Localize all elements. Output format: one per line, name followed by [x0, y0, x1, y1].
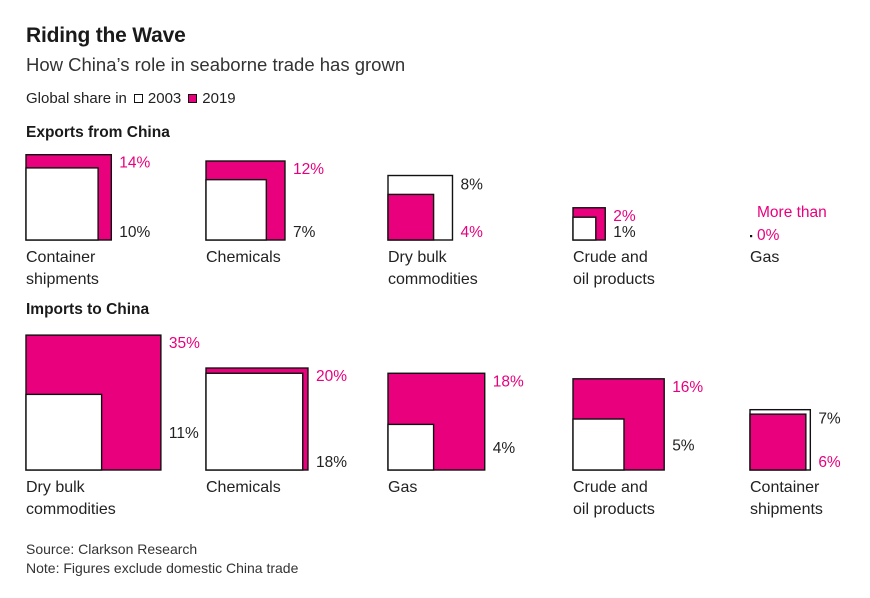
section-title-imports: Imports to China: [26, 301, 150, 318]
category-label-imports-dry-bulk-commodities-line-1: commodities: [26, 501, 116, 518]
legend-label-2019: 2019: [202, 90, 236, 107]
legend: Global share in 2003 2019: [26, 90, 236, 107]
square-exports-container-shipments-2003: [25, 167, 99, 241]
category-label-exports-dry-bulk-commodities-line-0: Dry bulk: [388, 249, 448, 266]
legend-swatch-2003: [133, 94, 143, 103]
value-label-imports-dry-bulk-commodities-2019: 35%: [169, 335, 200, 352]
value-label-exports-crude-and-oil-products-2003: 1%: [613, 224, 636, 241]
value-label-exports-chemicals-2019: 12%: [293, 161, 324, 178]
value-label-exports-gas-2019-line-1: 0%: [757, 227, 780, 244]
value-label-exports-gas-2019-line-0: More than: [757, 204, 827, 221]
value-label-imports-chemicals-2003: 18%: [316, 454, 347, 471]
category-label-exports-container-shipments-line-1: shipments: [26, 271, 99, 288]
value-label-exports-dry-bulk-commodities-2003: 8%: [460, 177, 483, 194]
square-imports-gas-2003: [387, 423, 435, 471]
category-label-imports-dry-bulk-commodities-line-0: Dry bulk: [26, 479, 86, 496]
value-label-imports-crude-and-oil-products-2003: 5%: [672, 438, 695, 455]
legend-prefix: Global share in: [26, 90, 127, 107]
value-label-exports-container-shipments-2019: 14%: [119, 155, 150, 172]
category-label-imports-crude-and-oil-products-line-1: oil products: [573, 501, 655, 518]
square-exports-crude-and-oil-products-2003: [572, 216, 597, 241]
footnote: Note: Figures exclude domestic China tra…: [26, 560, 299, 576]
square-imports-dry-bulk-commodities-2003: [25, 393, 103, 471]
square-imports-container-shipments-2019: [749, 413, 807, 471]
chart-subtitle: How China’s role in seaborne trade has g…: [26, 54, 406, 75]
value-label-exports-crude-and-oil-products-2019: 2%: [613, 208, 636, 225]
category-label-imports-container-shipments-line-1: shipments: [750, 501, 823, 518]
square-exports-chemicals-2003: [205, 178, 268, 241]
value-label-imports-gas-2003: 4%: [493, 440, 516, 457]
value-label-exports-chemicals-2003: 7%: [293, 224, 316, 241]
legend-swatch-2019: [188, 94, 198, 103]
square-exports-gas-dot: [750, 235, 753, 238]
source-note: Source: Clarkson Research: [26, 541, 198, 557]
category-label-exports-dry-bulk-commodities-line-1: commodities: [388, 271, 478, 288]
category-label-exports-gas-line-0: Gas: [750, 249, 779, 266]
value-label-imports-gas-2019: 18%: [493, 373, 524, 390]
chart-title: Riding the Wave: [26, 24, 186, 47]
category-label-imports-gas-line-0: Gas: [388, 479, 417, 496]
square-imports-chemicals-2003: [205, 372, 304, 471]
category-label-imports-chemicals-line-0: Chemicals: [206, 479, 281, 496]
value-label-imports-container-shipments-2019: 6%: [818, 454, 841, 471]
value-label-imports-dry-bulk-commodities-2003: 11%: [169, 425, 199, 442]
category-label-imports-crude-and-oil-products-line-0: Crude and: [573, 479, 648, 496]
category-label-exports-crude-and-oil-products-line-1: oil products: [573, 271, 655, 288]
legend-label-2003: 2003: [147, 90, 182, 107]
category-label-imports-container-shipments-line-0: Container: [750, 479, 820, 496]
square-imports-crude-and-oil-products-2003: [572, 418, 625, 471]
category-label-exports-container-shipments-line-0: Container: [26, 249, 96, 266]
value-label-imports-container-shipments-2003: 7%: [818, 411, 841, 428]
category-label-exports-chemicals-line-0: Chemicals: [206, 249, 281, 266]
square-exports-dry-bulk-commodities-2019: [387, 193, 435, 241]
section-title-exports: Exports from China: [26, 124, 170, 141]
value-label-imports-chemicals-2019: 20%: [316, 368, 347, 385]
value-label-imports-crude-and-oil-products-2019: 16%: [672, 379, 703, 396]
value-label-exports-dry-bulk-commodities-2019: 4%: [460, 224, 483, 241]
category-label-exports-crude-and-oil-products-line-0: Crude and: [573, 249, 648, 266]
value-label-exports-container-shipments-2003: 10%: [119, 224, 150, 241]
